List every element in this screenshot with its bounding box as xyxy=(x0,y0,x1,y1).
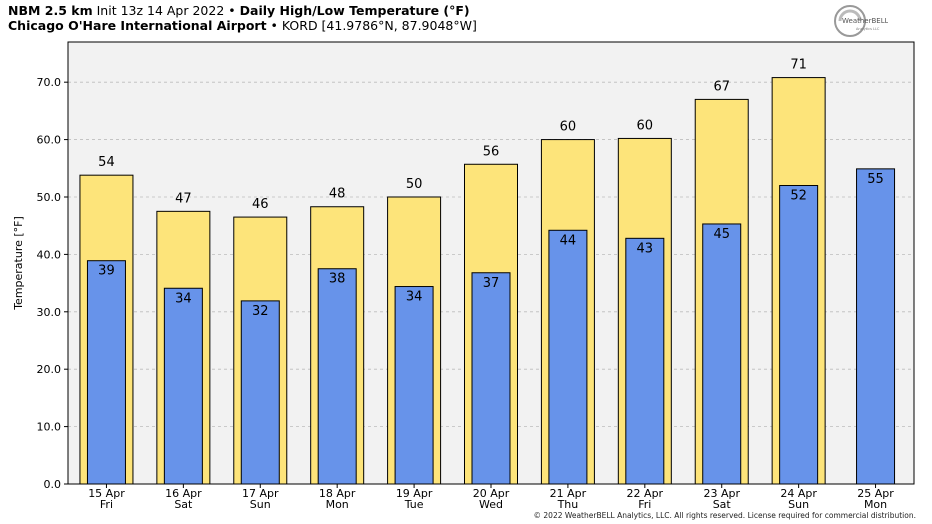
low-temp-label: 37 xyxy=(483,276,500,291)
chart-title-line-1: NBM 2.5 km Init 13z 14 Apr 2022 • Daily … xyxy=(8,3,470,18)
x-tick-label-day: Wed xyxy=(479,498,503,511)
x-tick-label-date: 24 Apr xyxy=(780,487,817,500)
x-tick-label-date: 16 Apr xyxy=(165,487,202,500)
x-tick-label-day: Tue xyxy=(404,498,424,511)
logo-swirl-inner xyxy=(838,9,862,22)
low-temp-label: 34 xyxy=(175,291,192,306)
data-labels: 54 39 47 34 46 32 48 38 50 34 56 37 60 44 60 43 67 45 71 52… xyxy=(98,58,884,319)
weatherbell-logo: WeatherBELL Analytics LLC xyxy=(834,5,888,37)
high-temp-label: 60 xyxy=(637,118,654,133)
low-temp-bar xyxy=(625,237,665,485)
low-temp-bar xyxy=(856,168,896,485)
x-tick-label-day: Fri xyxy=(638,498,651,511)
bars xyxy=(79,77,896,485)
low-temp-label: 55 xyxy=(867,172,884,187)
x-tick-label-day: Mon xyxy=(864,498,887,511)
high-temp-label: 46 xyxy=(252,197,269,212)
y-tick-label: 0.0 xyxy=(44,478,62,491)
low-temp-label: 38 xyxy=(329,272,346,287)
low-temp-bar xyxy=(548,229,588,485)
x-tick-label-day: Thu xyxy=(557,498,579,511)
high-temp-label: 47 xyxy=(175,191,192,206)
low-temp-bar xyxy=(163,287,203,485)
location-code: KORD [41.9786°N, 87.9048°W] xyxy=(281,18,477,33)
plot-frame xyxy=(67,41,915,485)
low-temp-label: 32 xyxy=(252,304,269,319)
low-temp-label: 34 xyxy=(406,290,423,305)
x-tick-label-date: 19 Apr xyxy=(396,487,433,500)
y-tick-label: 50.0 xyxy=(37,191,62,204)
y-axis-label: Temperature [°F] xyxy=(12,216,25,311)
y-tick-label: 60.0 xyxy=(37,134,62,147)
low-temp-bar xyxy=(86,260,126,485)
high-temp-label: 60 xyxy=(560,120,577,135)
high-temp-label: 67 xyxy=(713,79,730,94)
product-title: Daily High/Low Temperature (°F) xyxy=(239,3,470,18)
low-temp-label: 45 xyxy=(713,227,730,242)
x-tick-label-day: Mon xyxy=(326,498,349,511)
x-tick-label-day: Sat xyxy=(713,498,732,511)
x-tick-label-date: 17 Apr xyxy=(242,487,279,500)
x-tick-label-day: Sun xyxy=(250,498,271,511)
y-tick-label: 40.0 xyxy=(37,248,62,261)
location-separator: • xyxy=(270,18,278,33)
low-temp-label: 44 xyxy=(560,233,577,248)
logo-text: WeatherBELL xyxy=(842,17,888,25)
x-tick-label-date: 18 Apr xyxy=(319,487,356,500)
axes: 0.010.020.030.040.050.060.070.015 AprFri… xyxy=(12,41,915,511)
model-label: NBM 2.5 km xyxy=(8,3,93,18)
high-temp-label: 48 xyxy=(329,187,346,202)
low-temp-bar xyxy=(702,223,742,485)
y-tick-label: 20.0 xyxy=(37,363,62,376)
high-temp-label: 56 xyxy=(483,144,500,159)
x-tick-label-day: Sun xyxy=(788,498,809,511)
low-temp-bar xyxy=(394,286,434,485)
title-separator: • xyxy=(228,3,236,18)
x-tick-label-date: 20 Apr xyxy=(473,487,510,500)
location-name: Chicago O'Hare International Airport xyxy=(8,18,267,33)
low-temp-bar xyxy=(779,185,819,485)
high-temp-label: 54 xyxy=(98,155,115,170)
x-tick-label-date: 21 Apr xyxy=(550,487,587,500)
logo-swirl-outer xyxy=(834,5,866,37)
x-tick-label-day: Sat xyxy=(174,498,193,511)
x-tick-label-date: 25 Apr xyxy=(857,487,894,500)
high-temp-label: 71 xyxy=(790,58,807,73)
x-tick-label-date: 22 Apr xyxy=(627,487,664,500)
high-temp-label: 50 xyxy=(406,177,423,192)
low-temp-label: 39 xyxy=(98,264,115,279)
y-tick-label: 70.0 xyxy=(37,76,62,89)
chart-title-line-2: Chicago O'Hare International Airport • K… xyxy=(8,18,477,33)
low-temp-bar xyxy=(240,300,280,485)
x-tick-label-date: 23 Apr xyxy=(703,487,740,500)
logo-subtext: Analytics LLC xyxy=(856,27,880,31)
low-temp-label: 52 xyxy=(790,189,807,204)
x-tick-label-day: Fri xyxy=(100,498,113,511)
low-temp-label: 43 xyxy=(637,241,654,256)
copyright-notice: © 2022 WeatherBELL Analytics, LLC. All r… xyxy=(533,511,916,520)
init-time: Init 13z 14 Apr 2022 xyxy=(96,3,225,18)
y-tick-label: 30.0 xyxy=(37,306,62,319)
x-tick-label-date: 15 Apr xyxy=(88,487,125,500)
low-temp-bar xyxy=(317,268,357,485)
low-temp-bar xyxy=(471,272,511,485)
y-tick-label: 10.0 xyxy=(37,421,62,434)
